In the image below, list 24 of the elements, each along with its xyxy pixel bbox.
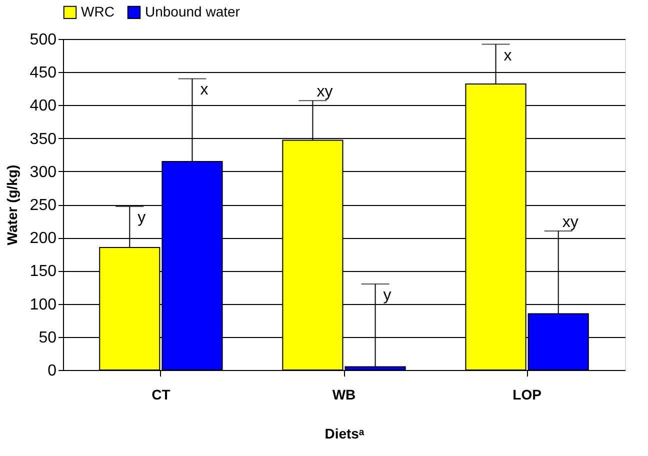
- y-tick-label: 0: [48, 362, 57, 380]
- y-tick-label: 500: [30, 32, 57, 48]
- annotation: y: [383, 286, 392, 304]
- y-axis-title: Water (g/kg): [4, 164, 20, 246]
- y-tick-label: 200: [30, 230, 57, 248]
- y-tick-label: 350: [30, 130, 57, 148]
- y-tick-label: 450: [30, 64, 57, 82]
- y-tick-label: 250: [30, 197, 57, 214]
- y-tick-label: 400: [30, 98, 57, 115]
- annotation: xy: [316, 84, 333, 101]
- x-axis-title: Dietsᵃ: [324, 426, 365, 442]
- x-tick-label: LOP: [512, 386, 542, 402]
- legend-label: WRC: [81, 3, 114, 20]
- annotation: xy: [562, 214, 578, 231]
- legend-label: Unbound water: [145, 3, 240, 20]
- y-tick-label: 50: [38, 329, 57, 346]
- annotation: x: [504, 47, 512, 64]
- y-tick-label: 100: [30, 296, 57, 314]
- y-tick-label: 300: [30, 164, 57, 181]
- annotation: y: [138, 209, 146, 226]
- x-tick-label: WB: [332, 386, 356, 402]
- annotation: x: [200, 82, 208, 99]
- y-tick-label: 150: [30, 263, 57, 280]
- x-tick-label: CT: [152, 386, 171, 402]
